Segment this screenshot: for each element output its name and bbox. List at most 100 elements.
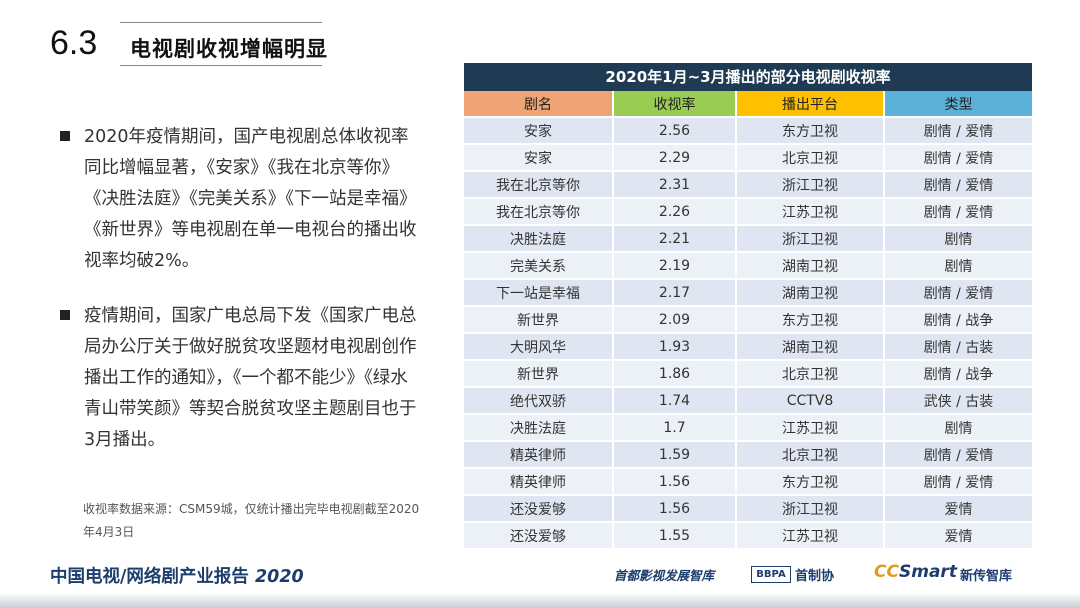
report-year: 2020 — [255, 567, 304, 587]
cell-rating: 1.56 — [614, 496, 737, 523]
cell-genre: 剧情 / 爱情 — [885, 172, 1032, 199]
cell-platform: CCTV8 — [737, 388, 885, 415]
cell-platform: 湖南卫视 — [737, 280, 885, 307]
table-title: 2020年1月~3月播出的部分电视剧收视率 — [464, 63, 1032, 91]
partner-logos: 首都影视发展智库 BBPA 首制协 CC Smart 新传智库 — [614, 562, 1054, 587]
cell-name: 下一站是幸福 — [464, 280, 614, 307]
ccsmart-smart-logo: Smart — [899, 562, 957, 582]
table-row: 新世界 2.09 东方卫视 剧情 / 战争 — [464, 307, 1032, 334]
header-rule-bottom — [120, 65, 322, 66]
bullet-item: 疫情期间，国家广电总局下发《国家广电总局办公厅关于做好脱贫攻坚题材电视剧创作播出… — [58, 301, 418, 456]
cell-platform: 江苏卫视 — [737, 415, 885, 442]
cell-platform: 北京卫视 — [737, 442, 885, 469]
table-row: 精英律师 1.59 北京卫视 剧情 / 爱情 — [464, 442, 1032, 469]
cell-rating: 1.59 — [614, 442, 737, 469]
cell-genre: 剧情 / 爱情 — [885, 442, 1032, 469]
table-row: 决胜法庭 2.21 浙江卫视 剧情 — [464, 226, 1032, 253]
column-header-platform: 播出平台 — [737, 91, 885, 118]
cell-name: 决胜法庭 — [464, 415, 614, 442]
cell-name: 新世界 — [464, 307, 614, 334]
report-title-text: 中国电视/网络剧产业报告 — [50, 567, 249, 587]
header-rule-top — [120, 22, 322, 23]
ratings-table-panel: 2020年1月~3月播出的部分电视剧收视率 剧名 收视率 播出平台 类型 安家 2… — [464, 63, 1032, 550]
source-note: 收视率数据来源：CSM59城，仅统计播出完毕电视剧截至2020年4月3日 — [83, 502, 420, 539]
ratings-table: 剧名 收视率 播出平台 类型 安家 2.56 东方卫视 剧情 / 爱情 安家 2.29 北京… — [464, 91, 1032, 550]
cell-genre: 剧情 / 战争 — [885, 361, 1032, 388]
cell-genre: 剧情 / 战争 — [885, 307, 1032, 334]
cell-genre: 剧情 — [885, 226, 1032, 253]
bullet-list: 2020年疫情期间，国产电视剧总体收视率同比增幅显著，《安家》《我在北京等你》《… — [58, 122, 418, 480]
table-row: 安家 2.29 北京卫视 剧情 / 爱情 — [464, 145, 1032, 172]
table-row: 完美关系 2.19 湖南卫视 剧情 — [464, 253, 1032, 280]
cell-rating: 2.17 — [614, 280, 737, 307]
cell-platform: 浙江卫视 — [737, 496, 885, 523]
cell-rating: 1.7 — [614, 415, 737, 442]
column-header-genre: 类型 — [885, 91, 1032, 118]
bullet-item: 2020年疫情期间，国产电视剧总体收视率同比增幅显著，《安家》《我在北京等你》《… — [58, 122, 418, 277]
bullet-square-icon — [60, 310, 70, 320]
cell-name: 安家 — [464, 118, 614, 145]
xinchuan-logo: 新传智库 — [960, 569, 1013, 584]
cell-genre: 剧情 / 爱情 — [885, 199, 1032, 226]
cell-rating: 2.09 — [614, 307, 737, 334]
cell-rating: 1.86 — [614, 361, 737, 388]
ccsmart-cc-logo: CC — [874, 562, 899, 582]
cell-name: 精英律师 — [464, 469, 614, 496]
think-tank-logo: 首都影视发展智库 — [614, 568, 715, 583]
table-row: 精英律师 1.56 东方卫视 剧情 / 爱情 — [464, 469, 1032, 496]
bullet-text: 2020年疫情期间，国产电视剧总体收视率同比增幅显著，《安家》《我在北京等你》《… — [84, 127, 417, 271]
table-row: 还没爱够 1.55 江苏卫视 爱情 — [464, 523, 1032, 550]
table-row: 大明风华 1.93 湖南卫视 剧情 / 古装 — [464, 334, 1032, 361]
cell-genre: 剧情 — [885, 415, 1032, 442]
bullet-text: 疫情期间，国家广电总局下发《国家广电总局办公厅关于做好脱贫攻坚题材电视剧创作播出… — [84, 306, 417, 450]
cell-rating: 1.93 — [614, 334, 737, 361]
cell-genre: 剧情 / 爱情 — [885, 469, 1032, 496]
cell-name: 还没爱够 — [464, 496, 614, 523]
cell-platform: 浙江卫视 — [737, 226, 885, 253]
cell-name: 我在北京等你 — [464, 199, 614, 226]
bbpa-logo: BBPA — [751, 566, 791, 583]
cell-name: 完美关系 — [464, 253, 614, 280]
cell-genre: 剧情 / 爱情 — [885, 118, 1032, 145]
table-row: 还没爱够 1.56 浙江卫视 爱情 — [464, 496, 1032, 523]
cell-genre: 爱情 — [885, 523, 1032, 550]
association-logo: 首制协 — [795, 569, 835, 584]
cell-name: 大明风华 — [464, 334, 614, 361]
table-row: 我在北京等你 2.31 浙江卫视 剧情 / 爱情 — [464, 172, 1032, 199]
cell-genre: 武侠 / 古装 — [885, 388, 1032, 415]
cell-name: 我在北京等你 — [464, 172, 614, 199]
cell-rating: 1.56 — [614, 469, 737, 496]
footer-band — [0, 593, 1080, 608]
cell-platform: 北京卫视 — [737, 145, 885, 172]
cell-platform: 北京卫视 — [737, 361, 885, 388]
cell-rating: 2.21 — [614, 226, 737, 253]
bullet-square-icon — [60, 131, 70, 141]
cell-rating: 2.26 — [614, 199, 737, 226]
report-title: 中国电视/网络剧产业报告 2020 — [50, 563, 304, 588]
table-row: 我在北京等你 2.26 江苏卫视 剧情 / 爱情 — [464, 199, 1032, 226]
table-body: 安家 2.56 东方卫视 剧情 / 爱情 安家 2.29 北京卫视 剧情 / 爱情 我在北京等你… — [464, 118, 1032, 550]
table-header-row: 剧名 收视率 播出平台 类型 — [464, 91, 1032, 118]
cell-name: 安家 — [464, 145, 614, 172]
cell-platform: 江苏卫视 — [737, 523, 885, 550]
cell-platform: 东方卫视 — [737, 307, 885, 334]
table-row: 下一站是幸福 2.17 湖南卫视 剧情 / 爱情 — [464, 280, 1032, 307]
cell-genre: 剧情 — [885, 253, 1032, 280]
cell-rating: 2.56 — [614, 118, 737, 145]
cell-name: 决胜法庭 — [464, 226, 614, 253]
cell-rating: 2.31 — [614, 172, 737, 199]
cell-rating: 2.29 — [614, 145, 737, 172]
cell-name: 精英律师 — [464, 442, 614, 469]
table-row: 绝代双骄 1.74 CCTV8 武侠 / 古装 — [464, 388, 1032, 415]
table-row: 决胜法庭 1.7 江苏卫视 剧情 — [464, 415, 1032, 442]
cell-platform: 东方卫视 — [737, 469, 885, 496]
cell-name: 新世界 — [464, 361, 614, 388]
cell-rating: 2.19 — [614, 253, 737, 280]
table-row: 安家 2.56 东方卫视 剧情 / 爱情 — [464, 118, 1032, 145]
cell-rating: 1.55 — [614, 523, 737, 550]
cell-platform: 东方卫视 — [737, 118, 885, 145]
cell-name: 绝代双骄 — [464, 388, 614, 415]
cell-platform: 江苏卫视 — [737, 199, 885, 226]
cell-name: 还没爱够 — [464, 523, 614, 550]
cell-platform: 浙江卫视 — [737, 172, 885, 199]
